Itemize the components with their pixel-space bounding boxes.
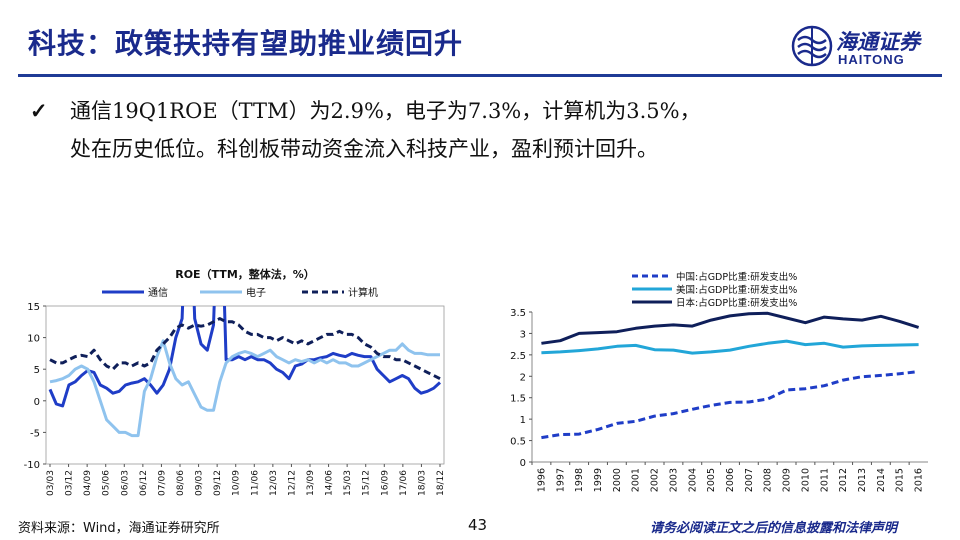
legend-label-2: 日本:占GDP比重:研发支出% xyxy=(676,297,797,309)
y-tick-label-7: 0 xyxy=(520,458,526,469)
company-logo: 海通证券 HAITONG xyxy=(790,24,940,68)
y-tick-label-4: -5 xyxy=(30,428,40,439)
x-tick-label-5: 2001 xyxy=(631,468,642,492)
legend-label-2: 计算机 xyxy=(348,286,378,299)
x-tick-label-12: 2008 xyxy=(763,468,774,492)
title-divider xyxy=(18,74,942,77)
x-tick-label-16: 2012 xyxy=(838,468,849,492)
x-tick-label-12: 12/03 xyxy=(269,470,279,496)
x-tick-label-18: 16/09 xyxy=(380,470,390,496)
x-tick-label-3: 1999 xyxy=(593,468,604,492)
y-tick-label-4: 1.5 xyxy=(510,394,526,405)
chart1-title: ROE（TTM，整体法，%） xyxy=(175,267,315,281)
x-tick-label-10: 2006 xyxy=(725,468,736,492)
x-tick-label-19: 17/06 xyxy=(399,470,409,496)
x-tick-label-17: 2013 xyxy=(857,468,868,492)
y-tick-label-2: 2.5 xyxy=(510,351,526,362)
x-tick-label-18: 2014 xyxy=(876,468,887,492)
x-tick-label-15: 14/06 xyxy=(325,470,335,496)
x-tick-label-11: 11/06 xyxy=(250,470,260,496)
x-tick-label-9: 09/12 xyxy=(213,470,223,496)
x-tick-label-2: 04/09 xyxy=(83,470,93,496)
roe-chart: ROE（TTM，整体法，%） 通信 电子 计算机 15 10 5 0 -5 -10 03/03 03/… xyxy=(24,267,446,496)
x-tick-label-8: 2004 xyxy=(687,468,698,492)
series-line-1 xyxy=(541,339,919,355)
y-tick-label-5: 1 xyxy=(520,415,526,426)
x-tick-label-4: 06/03 xyxy=(120,470,130,496)
x-tick-label-20: 18/03 xyxy=(417,470,427,496)
x-tick-label-0: 03/03 xyxy=(46,470,56,496)
x-tick-label-6: 2002 xyxy=(650,468,661,492)
series-line-2 xyxy=(541,311,920,345)
rd-gdp-chart: 中国:占GDP比重:研发支出%美国:占GDP比重:研发支出%日本:占GDP比重:… xyxy=(510,271,928,492)
series-line-0 xyxy=(48,306,442,408)
haitong-logo-icon xyxy=(791,25,833,67)
legend-label-1: 美国:占GDP比重:研发支出% xyxy=(676,284,797,296)
y-tick-label-0: 3.5 xyxy=(510,308,526,319)
y-tick-label-2: 5 xyxy=(34,365,40,376)
plot-frame xyxy=(45,305,445,465)
page-number: 43 xyxy=(468,516,488,534)
x-tick-label-14: 13/09 xyxy=(306,470,316,496)
series-line-0 xyxy=(541,370,919,440)
x-tick-label-2: 1998 xyxy=(574,468,585,492)
x-tick-label-15: 2011 xyxy=(819,468,830,492)
x-tick-label-10: 10/09 xyxy=(232,470,242,496)
series-line-1 xyxy=(49,339,440,438)
x-tick-label-4: 2000 xyxy=(612,468,623,492)
y-tick-label-5: -10 xyxy=(24,460,40,471)
legend-label-0: 通信 xyxy=(148,287,168,299)
x-tick-label-19: 2015 xyxy=(895,468,906,492)
y-tick-label-3: 0 xyxy=(34,397,40,408)
x-tick-label-5: 06/12 xyxy=(139,470,149,496)
series-line-2 xyxy=(49,317,441,381)
checkmark-icon: ✓ xyxy=(30,98,48,123)
x-tick-label-1: 03/12 xyxy=(65,470,75,496)
x-tick-label-21: 18/12 xyxy=(436,470,446,496)
x-tick-label-13: 2009 xyxy=(782,468,793,492)
x-tick-label-9: 2005 xyxy=(706,468,717,492)
y-tick-label-1: 10 xyxy=(27,334,40,345)
x-tick-label-7: 08/06 xyxy=(176,470,186,496)
bullet-line-2: 处在历史低位。科创板带动资金流入科技产业，盈利预计回升。 xyxy=(70,137,658,161)
x-tick-label-7: 2003 xyxy=(668,468,679,492)
legend-label-0: 中国:占GDP比重:研发支出% xyxy=(676,271,797,283)
x-tick-label-6: 07/09 xyxy=(157,470,167,496)
x-tick-label-11: 2007 xyxy=(744,468,755,492)
y-tick-label-1: 3 xyxy=(520,329,526,340)
y-tick-label-3: 2 xyxy=(520,372,526,383)
x-tick-label-16: 15/03 xyxy=(343,470,353,496)
x-tick-label-1: 1997 xyxy=(555,468,566,492)
disclaimer: 请务必阅读正文之后的信息披露和法律声明 xyxy=(650,521,898,536)
page-title: 科技：政策扶持有望助推业绩回升 xyxy=(28,27,464,60)
logo-text-en: HAITONG xyxy=(838,52,905,67)
logo-text-cn: 海通证券 xyxy=(836,29,920,54)
legend-label-1: 电子 xyxy=(246,286,266,299)
y-tick-label-0: 15 xyxy=(27,302,40,313)
bullet-line-1: 通信19Q1ROE（TTM）为2.9%，电子为7.3%，计算机为3.5%， xyxy=(70,99,701,123)
x-tick-label-17: 15/12 xyxy=(362,470,372,496)
x-tick-label-0: 1996 xyxy=(536,468,547,492)
y-tick-label-6: 0.5 xyxy=(510,437,526,448)
x-tick-label-20: 2016 xyxy=(914,468,925,492)
x-tick-label-14: 2010 xyxy=(800,468,811,492)
x-tick-label-3: 05/06 xyxy=(102,470,112,496)
source-note: 资料来源：Wind，海通证券研究所 xyxy=(18,521,220,536)
x-tick-label-8: 09/03 xyxy=(195,470,205,496)
x-tick-label-13: 12/12 xyxy=(287,470,297,496)
